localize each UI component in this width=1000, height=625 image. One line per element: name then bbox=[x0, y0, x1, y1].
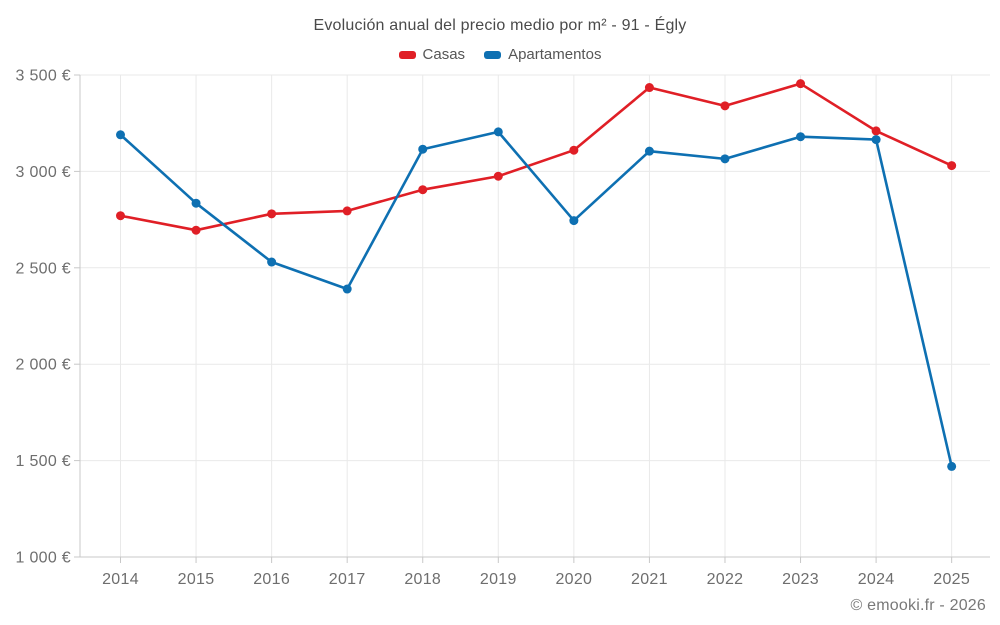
chart-title: Evolución anual del precio medio por m² … bbox=[313, 17, 687, 34]
copyright-notice: © emooki.fr - 2026 bbox=[850, 597, 986, 614]
data-point-casas-2016[interactable] bbox=[267, 209, 277, 219]
data-point-casas-2021[interactable] bbox=[644, 83, 654, 93]
data-point-apartamentos-2016[interactable] bbox=[267, 257, 277, 267]
x-axis-label: 2017 bbox=[329, 571, 366, 588]
data-point-casas-2024[interactable] bbox=[871, 126, 881, 136]
x-axis-label: 2019 bbox=[480, 571, 517, 588]
y-axis-label: 2 000 € bbox=[16, 357, 71, 374]
data-point-apartamentos-2020[interactable] bbox=[569, 216, 579, 226]
data-point-apartamentos-2022[interactable] bbox=[720, 154, 730, 164]
legend-swatch-apartamentos bbox=[484, 50, 502, 59]
x-axis-label: 2022 bbox=[707, 571, 744, 588]
x-axis-label: 2021 bbox=[631, 571, 668, 588]
legend-swatch-casas bbox=[398, 50, 416, 59]
data-point-apartamentos-2024[interactable] bbox=[871, 135, 881, 145]
data-point-apartamentos-2023[interactable] bbox=[796, 132, 806, 142]
x-axis-label: 2025 bbox=[933, 571, 970, 588]
data-point-apartamentos-2014[interactable] bbox=[116, 130, 125, 140]
series-line-casas bbox=[119, 82, 953, 232]
x-axis-label: 2018 bbox=[404, 571, 441, 588]
series-line-apartamentos bbox=[119, 130, 953, 468]
data-point-casas-2018[interactable] bbox=[418, 185, 428, 195]
data-point-casas-2022[interactable] bbox=[720, 101, 730, 111]
data-point-casas-2025[interactable] bbox=[947, 161, 957, 171]
data-point-casas-2014[interactable] bbox=[116, 211, 125, 221]
y-axis-label: 1 000 € bbox=[16, 550, 71, 567]
data-point-apartamentos-2015[interactable] bbox=[191, 198, 201, 208]
legend-label-casas: Casas bbox=[422, 46, 466, 63]
data-point-casas-2019[interactable] bbox=[493, 171, 503, 181]
x-axis-label: 2023 bbox=[782, 571, 819, 588]
data-point-casas-2020[interactable] bbox=[569, 145, 579, 155]
legend-label-apartamentos: Apartamentos bbox=[508, 46, 602, 63]
y-axis-label: 3 500 € bbox=[16, 68, 71, 85]
x-axis-label: 2014 bbox=[102, 571, 139, 588]
data-point-apartamentos-2021[interactable] bbox=[644, 146, 654, 156]
data-point-casas-2023[interactable] bbox=[796, 79, 806, 89]
data-point-apartamentos-2019[interactable] bbox=[493, 127, 503, 137]
data-point-apartamentos-2017[interactable] bbox=[342, 284, 352, 294]
data-point-casas-2017[interactable] bbox=[342, 206, 352, 216]
y-axis-label: 1 500 € bbox=[16, 453, 71, 470]
legend: Casas Apartamentos bbox=[0, 46, 1000, 63]
x-axis-label: 2015 bbox=[178, 571, 215, 588]
data-point-casas-2015[interactable] bbox=[191, 225, 201, 235]
x-axis-label: 2020 bbox=[555, 571, 592, 588]
legend-item-casas[interactable]: Casas bbox=[398, 46, 466, 63]
y-axis-label: 2 500 € bbox=[16, 260, 71, 277]
data-point-apartamentos-2025[interactable] bbox=[947, 461, 957, 471]
data-point-apartamentos-2018[interactable] bbox=[418, 144, 428, 154]
x-axis-label: 2024 bbox=[858, 571, 895, 588]
x-axis-label: 2016 bbox=[253, 571, 290, 588]
legend-item-apartamentos[interactable]: Apartamentos bbox=[484, 46, 601, 63]
y-axis-label: 3 000 € bbox=[16, 164, 71, 181]
